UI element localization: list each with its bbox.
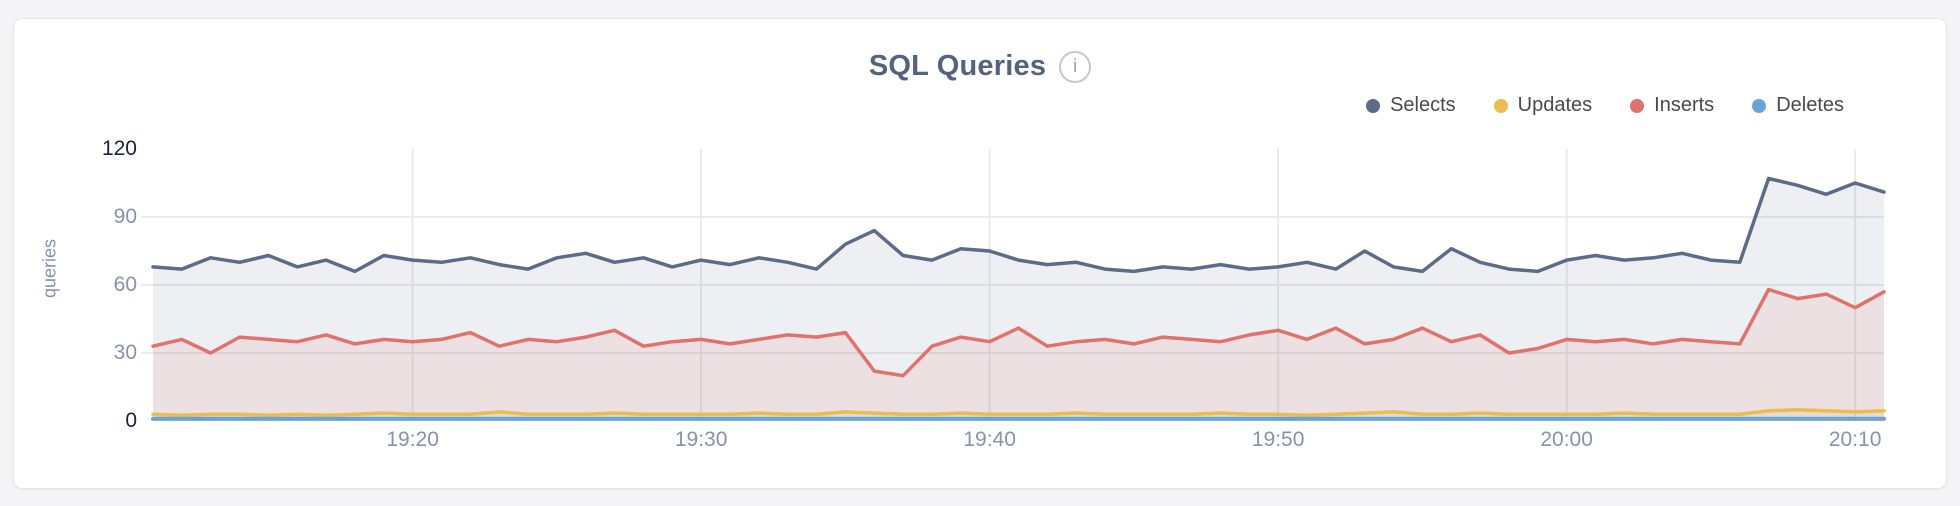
legend-item-updates[interactable]: Updates: [1493, 94, 1593, 117]
y-tick-label-60: 60: [113, 273, 137, 296]
legend: Selects Updates Inserts Deletes: [1366, 94, 1844, 117]
chart-header: SQL Queries i: [0, 50, 1960, 83]
legend-label-selects: Selects: [1390, 94, 1456, 116]
legend-label-deletes: Deletes: [1776, 94, 1844, 116]
x-tick-label-19:20: 19:20: [386, 428, 439, 451]
x-tick-label-20:10: 20:10: [1828, 428, 1882, 451]
legend-item-inserts[interactable]: Inserts: [1630, 94, 1714, 117]
x-tick-label-19:50: 19:50: [1251, 428, 1305, 451]
y-tick-label-90: 90: [113, 205, 137, 228]
series-updates-line: [151, 407, 1886, 418]
series-inserts-fill: [153, 289, 1884, 421]
x-tick-label-20:00: 20:00: [1540, 428, 1593, 451]
legend-label-inserts: Inserts: [1654, 94, 1715, 116]
x-tick-label-19:40: 19:40: [963, 428, 1016, 451]
x-tick-label-19:30: 19:30: [674, 428, 728, 451]
legend-item-deletes[interactable]: Deletes: [1752, 94, 1844, 117]
legend-item-selects[interactable]: Selects: [1366, 94, 1456, 117]
series-inserts-line: [151, 287, 1886, 378]
legend-label-updates: Updates: [1517, 94, 1593, 116]
y-tick-label-0: 0: [125, 409, 137, 432]
page-title: SQL Queries: [868, 50, 1047, 82]
chart-card: [13, 18, 1947, 489]
y-tick-label-120: 120: [101, 137, 137, 160]
series-selects-fill: [153, 178, 1884, 421]
series-selects-line: [151, 176, 1886, 274]
info-icon[interactable]: i: [1059, 50, 1092, 83]
legend-dot-updates: [1493, 98, 1508, 113]
y-tick-label-30: 30: [113, 341, 137, 364]
legend-dot-inserts: [1630, 98, 1645, 113]
legend-dot-selects: [1366, 98, 1381, 113]
legend-dot-deletes: [1752, 98, 1767, 113]
